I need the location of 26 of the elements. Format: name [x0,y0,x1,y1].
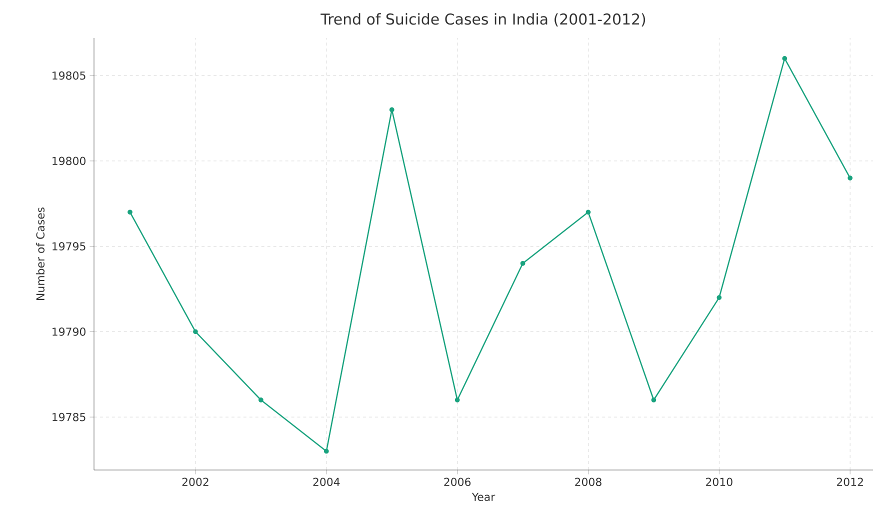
point [258,398,264,402]
point [324,448,329,454]
point [586,210,591,215]
y-tick-label: 19785 [52,412,86,422]
y-axis-title: Number of Cases [36,208,45,300]
point [651,398,656,402]
point [454,398,460,402]
chart-title: Trend of Suicide Cases in India (2001-2012) [320,13,646,26]
point [389,107,394,112]
y-tick-label: 19800 [52,156,86,166]
point [193,329,198,334]
point [782,56,788,61]
x-axis-title: Year [472,492,496,502]
point [848,176,853,180]
y-tick-label: 19790 [52,328,86,336]
x-tick-label: 2006 [444,478,471,486]
point [128,210,132,215]
x-tick-label: 2008 [575,478,602,486]
point [520,260,526,266]
y-tick-label: 19805 [52,71,86,80]
point [716,295,722,300]
x-tick-label: 2002 [182,478,208,486]
x-tick-label: 2010 [706,478,732,486]
x-tick-label: 2012 [836,478,863,486]
x-tick-label: 2004 [313,478,340,486]
y-tick-label: 19795 [52,242,86,250]
